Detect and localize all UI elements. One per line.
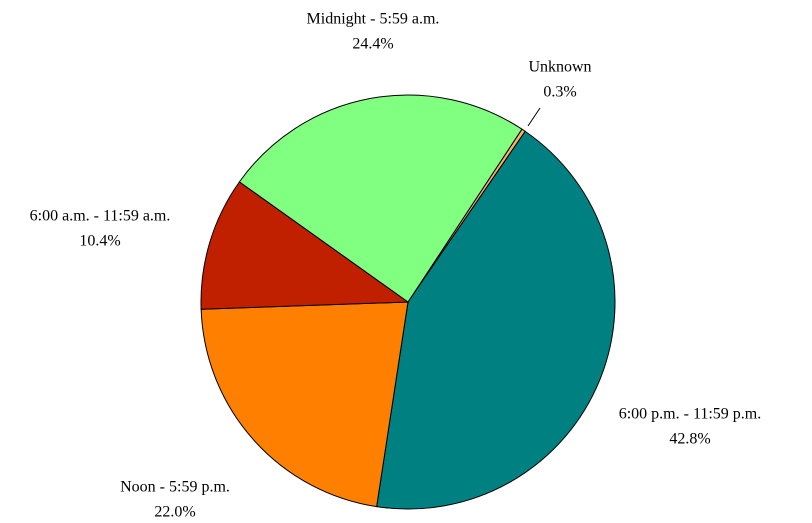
pie-slice [376, 130, 616, 510]
slice-value-label: 22.0% [154, 504, 195, 521]
slice-label: Unknown [528, 59, 591, 76]
slice-label: Midnight - 5:59 a.m. [307, 11, 440, 28]
slice-label: 6:00 p.m. - 11:59 p.m. [619, 406, 762, 423]
slice-label: 6:00 a.m. - 11:59 a.m. [30, 208, 171, 225]
slice-value-label: 42.8% [669, 431, 710, 448]
slice-value-label: 0.3% [543, 84, 576, 101]
pie-slice [200, 301, 409, 508]
pie-slice [200, 181, 410, 310]
leader-line [527, 107, 541, 127]
slice-value-label: 10.4% [79, 233, 120, 250]
slice-label: Noon - 5:59 p.m. [120, 479, 230, 496]
pie-slice [238, 94, 523, 303]
slice-value-label: 24.4% [352, 36, 393, 53]
